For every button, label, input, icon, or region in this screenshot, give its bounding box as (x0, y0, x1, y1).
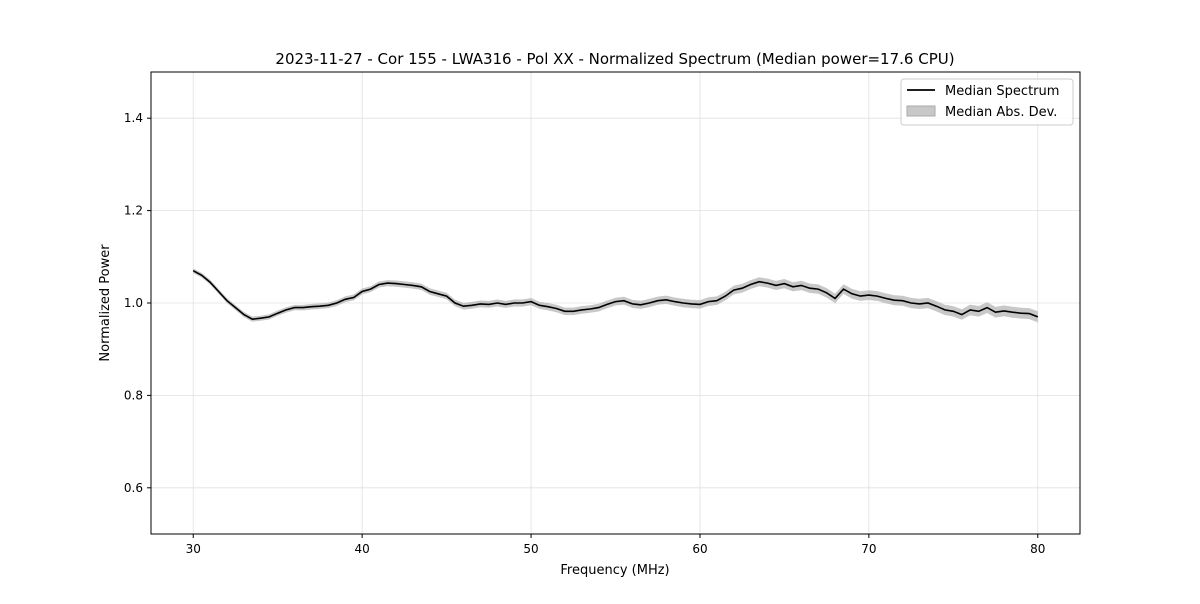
legend: Median Spectrum Median Abs. Dev. (900, 78, 1074, 126)
y-tick-label: 1.2 (124, 204, 143, 218)
x-tick-label: 50 (523, 542, 538, 556)
legend-band-swatch (906, 105, 936, 117)
y-tick-label: 1.4 (124, 111, 143, 125)
legend-label-mad: Median Abs. Dev. (945, 105, 1057, 120)
x-tick-label: 40 (354, 542, 369, 556)
x-tick-label: 60 (692, 542, 707, 556)
legend-label-median-spectrum: Median Spectrum (945, 84, 1059, 99)
y-tick-label: 0.8 (124, 388, 143, 402)
x-tick-label: 30 (186, 542, 201, 556)
x-tick-label: 70 (861, 542, 876, 556)
y-tick-label: 1.0 (124, 296, 143, 310)
x-axis: 30 40 50 60 70 80 (186, 534, 1045, 556)
y-tick-label: 0.6 (124, 481, 143, 495)
x-tick-label: 80 (1030, 542, 1045, 556)
x-axis-label: Frequency (MHz) (560, 563, 669, 578)
chart-title: 2023-11-27 - Cor 155 - LWA316 - Pol XX -… (275, 50, 954, 68)
y-axis: 0.6 0.8 1.0 1.2 1.4 (124, 111, 151, 495)
y-axis-label: Normalized Power (98, 244, 113, 362)
median-abs-dev-band (193, 268, 1038, 323)
median-spectrum-line (192, 269, 1039, 321)
legend-box (900, 78, 1074, 126)
